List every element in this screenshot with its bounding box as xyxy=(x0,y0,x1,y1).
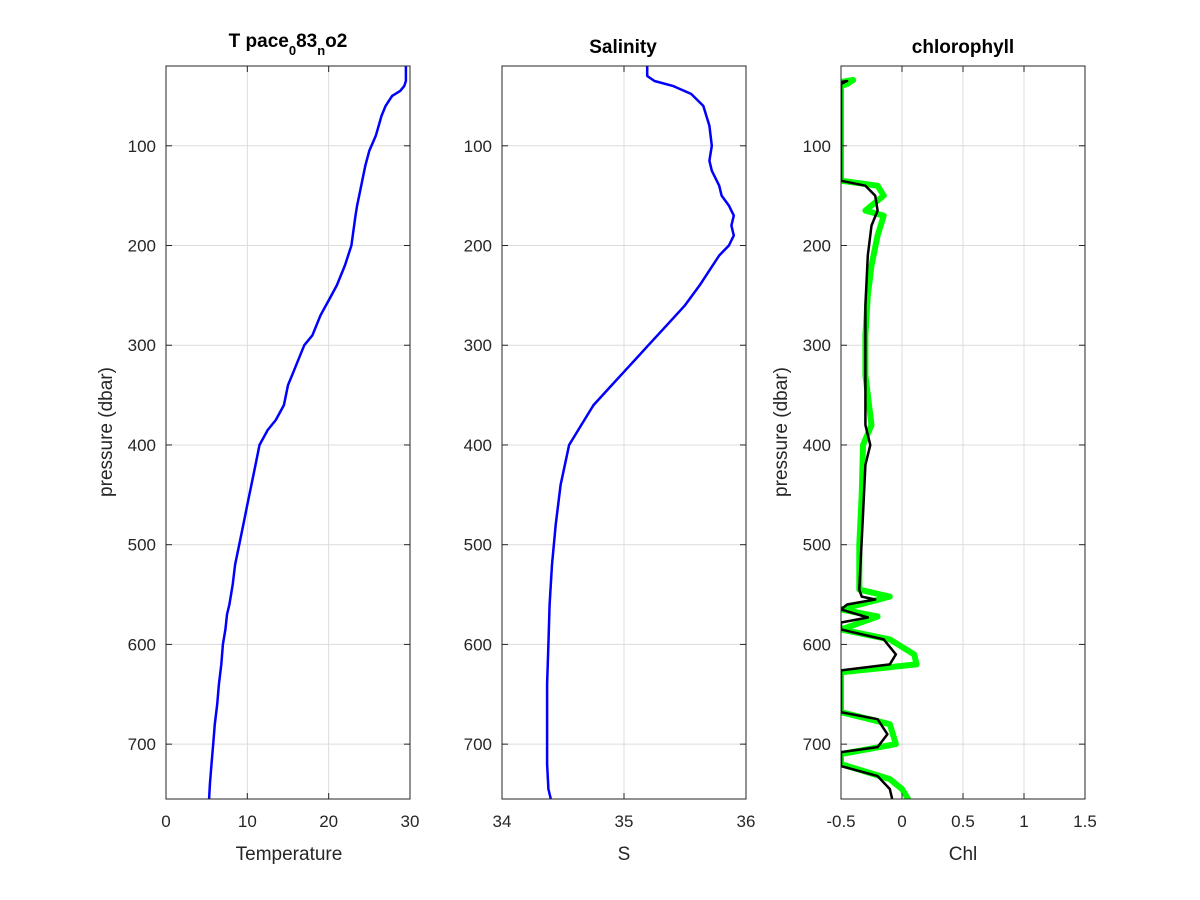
temperature-x-tick-label: 0 xyxy=(161,812,170,831)
chlorophyll-x-tick-label: 1.5 xyxy=(1073,812,1097,831)
temperature-y-tick-label: 400 xyxy=(128,436,156,455)
temperature-plot-area xyxy=(207,66,408,799)
temperature-axes-frame xyxy=(165,65,411,800)
temperature-y-tick-label: 700 xyxy=(128,735,156,754)
chlorophyll-y-tick-label: 600 xyxy=(803,635,831,654)
temperature-x-axis-label: Temperature xyxy=(236,844,343,865)
temperature-panel-title: T pace083no2 xyxy=(229,31,348,58)
salinity-x-tick-label: 35 xyxy=(615,812,634,831)
temperature-y-axis-label: pressure (dbar) xyxy=(96,367,117,497)
chlorophyll-panel: chlorophyll -0.5 0 0.5 1 1.5 100 200 300 400 500 6… xyxy=(771,37,1097,865)
chlorophyll-x-tick-label: 1 xyxy=(1019,812,1028,831)
salinity-panel-title: Salinity xyxy=(589,37,657,58)
temperature-y-tick-label: 300 xyxy=(128,336,156,355)
salinity-y-tick-label: 700 xyxy=(464,735,492,754)
temperature-panel: T pace083no2 0 10 20 30 100 200 300 400 500 600 70… xyxy=(96,31,419,865)
salinity-y-tick-label: 600 xyxy=(464,635,492,654)
salinity-panel: Salinity 34 35 36 100 200 300 400 500 600 700 S xyxy=(464,37,756,865)
salinity-x-tick-label: 36 xyxy=(737,812,756,831)
chlorophyll-series-line-0 xyxy=(841,77,920,799)
chlorophyll-plot-area xyxy=(841,77,920,799)
temperature-y-tick-label: 100 xyxy=(128,137,156,156)
temperature-y-tick-label: 500 xyxy=(128,536,156,555)
temperature-ticks: 0 10 20 30 100 200 300 400 500 600 700 xyxy=(128,66,420,831)
salinity-y-tick-label: 400 xyxy=(464,436,492,455)
temperature-series-line-0 xyxy=(207,66,408,799)
chlorophyll-y-tick-label: 700 xyxy=(803,735,831,754)
temperature-y-tick-label: 200 xyxy=(128,237,156,256)
chlorophyll-series-line-1 xyxy=(841,79,898,799)
temperature-x-tick-label: 30 xyxy=(401,812,420,831)
temperature-x-tick-label: 20 xyxy=(319,812,338,831)
salinity-x-tick-label: 34 xyxy=(493,812,512,831)
salinity-grid xyxy=(502,66,746,799)
chlorophyll-y-tick-label: 400 xyxy=(803,436,831,455)
salinity-series-line-1 xyxy=(545,66,736,799)
chlorophyll-y-tick-label: 200 xyxy=(803,237,831,256)
chlorophyll-panel-title: chlorophyll xyxy=(912,37,1014,58)
chlorophyll-grid xyxy=(841,66,1085,799)
salinity-x-axis-label: S xyxy=(618,844,631,865)
temperature-x-tick-label: 10 xyxy=(238,812,257,831)
salinity-y-tick-label: 200 xyxy=(464,237,492,256)
salinity-y-tick-label: 300 xyxy=(464,336,492,355)
chlorophyll-y-axis-label: pressure (dbar) xyxy=(771,367,792,497)
chlorophyll-x-axis-label: Chl xyxy=(949,844,978,865)
temperature-y-tick-label: 600 xyxy=(128,635,156,654)
chlorophyll-x-tick-label: 0 xyxy=(897,812,906,831)
chlorophyll-y-tick-label: 300 xyxy=(803,336,831,355)
chlorophyll-y-tick-label: 100 xyxy=(803,137,831,156)
chlorophyll-x-tick-label: 0.5 xyxy=(951,812,975,831)
chlorophyll-ticks: -0.5 0 0.5 1 1.5 100 200 300 400 500 600 700 xyxy=(803,66,1097,831)
salinity-y-tick-label: 500 xyxy=(464,536,492,555)
salinity-ticks: 34 35 36 100 200 300 400 500 600 700 xyxy=(464,66,756,831)
salinity-y-tick-label: 100 xyxy=(464,137,492,156)
salinity-plot-area xyxy=(545,66,736,799)
chlorophyll-y-tick-label: 500 xyxy=(803,536,831,555)
chlorophyll-x-tick-label: -0.5 xyxy=(826,812,855,831)
temperature-grid xyxy=(166,66,410,799)
